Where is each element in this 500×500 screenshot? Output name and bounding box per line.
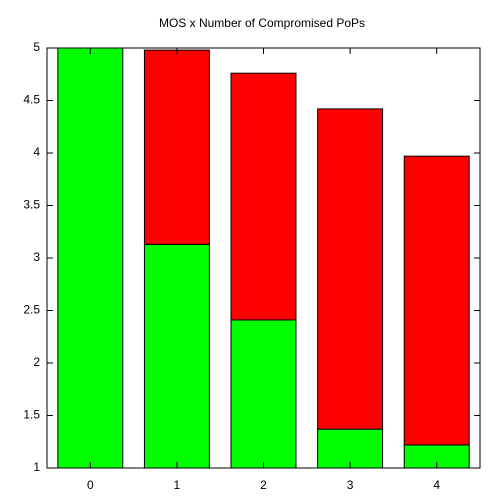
bar-segment xyxy=(317,108,384,430)
x-tick-label: 0 xyxy=(87,478,94,492)
x-tick-label: 2 xyxy=(260,478,267,492)
bar-segment xyxy=(143,243,210,469)
bar-segment xyxy=(403,155,470,446)
y-tick-label: 4.5 xyxy=(23,93,40,107)
y-tick-label: 3.5 xyxy=(23,198,40,212)
plot-border xyxy=(46,47,481,469)
x-tick-label: 4 xyxy=(433,478,440,492)
bar-segment xyxy=(143,49,210,245)
y-tick-label: 3 xyxy=(33,250,40,264)
chart-title: MOS x Number of Compromised PoPs xyxy=(159,16,365,30)
y-tick-label: 1.5 xyxy=(23,408,40,422)
bar-segment xyxy=(230,72,297,321)
bar-segment xyxy=(317,428,384,469)
y-tick-label: 2.5 xyxy=(23,303,40,317)
y-tick-label: 2 xyxy=(33,355,40,369)
y-tick-label: 4 xyxy=(33,145,40,159)
bar-segment xyxy=(230,319,297,469)
x-tick-label: 1 xyxy=(174,478,181,492)
bar-segment xyxy=(57,47,124,469)
x-tick-label: 3 xyxy=(347,478,354,492)
y-tick-label: 5 xyxy=(33,40,40,54)
y-tick-label: 1 xyxy=(33,460,40,474)
